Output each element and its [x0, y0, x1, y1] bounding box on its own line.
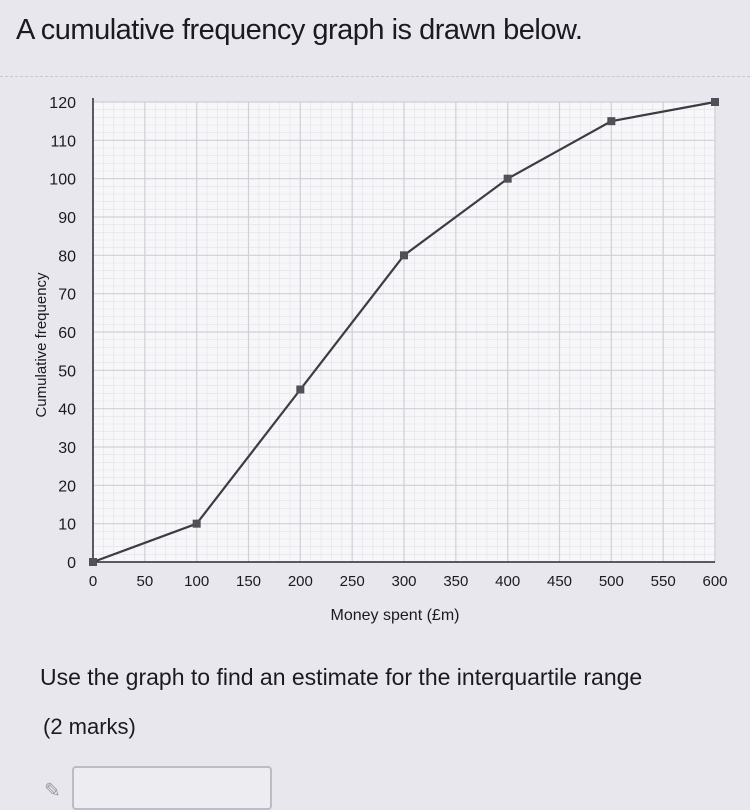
x-axis-label: Money spent (£m): [331, 607, 460, 624]
x-tick-label: 300: [391, 573, 416, 590]
series-layer: [89, 98, 719, 566]
cumulative-frequency-chart: 0 50 100 150 200 250 300 350 400 450 500 550 600 0 10 2…: [33, 95, 728, 624]
data-point-marker: [503, 174, 512, 183]
data-point-marker: [296, 385, 305, 394]
marks-label: (2 marks): [43, 714, 136, 739]
data-point-marker: [607, 117, 616, 126]
y-tick-label: 90: [58, 210, 76, 227]
y-tick-label: 70: [58, 287, 76, 304]
x-tick-label: 250: [340, 573, 365, 590]
y-axis-label: Cumulative frequency: [33, 272, 50, 418]
data-point-marker: [711, 98, 719, 106]
y-tick-label: 50: [58, 363, 76, 380]
y-tick-label: 30: [58, 440, 76, 457]
data-point-marker: [192, 519, 201, 528]
y-tick-label: 110: [50, 133, 76, 150]
data-point-marker: [400, 251, 408, 260]
y-tick-label: 20: [58, 478, 76, 495]
y-tick-label: 120: [49, 95, 76, 112]
x-tick-label: 0: [89, 573, 97, 590]
x-tick-label: 350: [443, 573, 468, 590]
x-tick-label: 500: [599, 573, 624, 590]
x-tick-label: 400: [495, 573, 520, 590]
y-tick-label: 40: [58, 402, 76, 419]
y-tick-label: 10: [58, 517, 76, 534]
x-tick-label: 550: [651, 573, 676, 590]
question-prompt: Use the graph to find an estimate for th…: [40, 664, 643, 690]
x-tick-label: 150: [236, 573, 261, 590]
y-tick-label: 0: [67, 555, 76, 572]
answer-input[interactable]: [72, 766, 272, 810]
x-tick-label: 200: [288, 573, 313, 590]
y-tick-label: 100: [49, 172, 76, 189]
question-heading: A cumulative frequency graph is drawn be…: [16, 14, 583, 46]
data-point-marker: [89, 558, 97, 566]
y-tick-label: 60: [58, 325, 76, 342]
x-tick-label: 50: [136, 573, 153, 590]
grid: [92, 101, 716, 563]
x-tick-label: 100: [184, 573, 209, 590]
x-tick-label: 450: [547, 573, 572, 590]
x-tick-label: 600: [702, 573, 727, 590]
pencil-icon: ✎: [44, 780, 61, 802]
y-tick-label: 80: [58, 248, 76, 265]
dashed-divider: [0, 76, 750, 77]
axes: 0 50 100 150 200 250 300 350 400 450 500 550 600 0 10 2…: [49, 95, 727, 590]
